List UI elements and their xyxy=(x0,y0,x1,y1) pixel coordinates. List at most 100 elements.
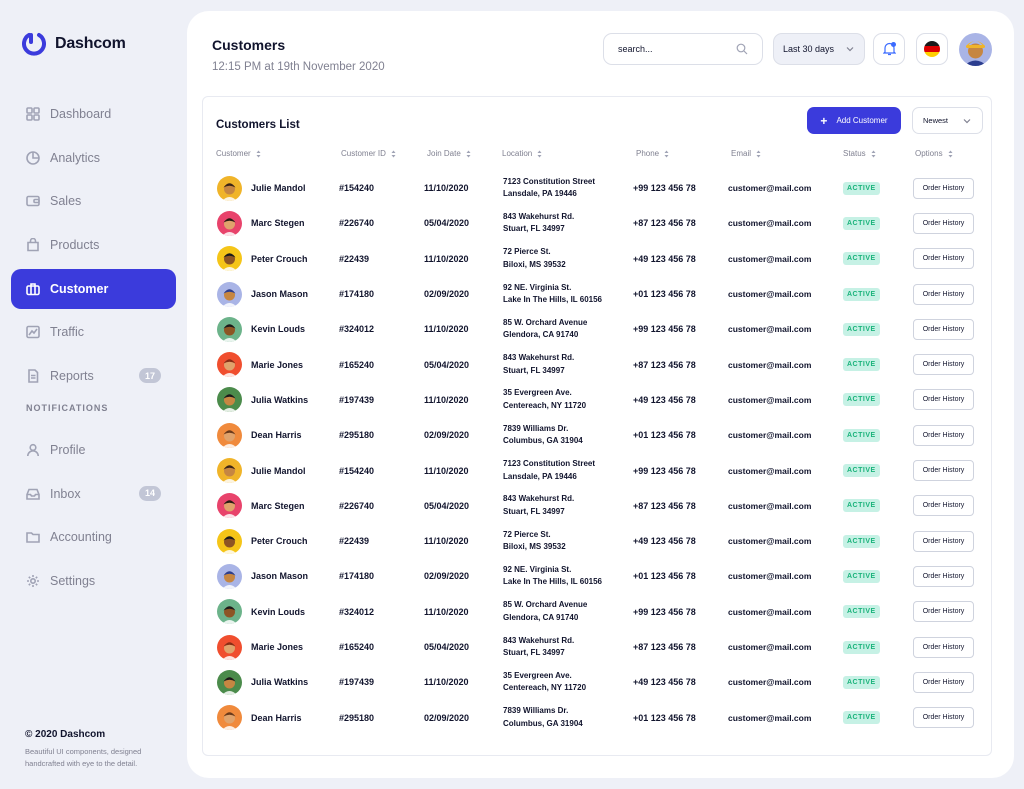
table-row[interactable]: Julie Mandol #154240 11/10/2020 7123 Consti… xyxy=(203,453,993,488)
col-customer-id[interactable]: Customer ID xyxy=(341,149,396,158)
customer-id: #154240 xyxy=(339,465,375,476)
search-box[interactable] xyxy=(603,33,763,65)
location-street: 843 Wakehurst Rd. xyxy=(503,494,575,504)
table-row[interactable]: Peter Crouch #22439 11/10/2020 72 Pierce St… xyxy=(203,523,993,558)
customer-avatar xyxy=(217,634,242,660)
table-row[interactable]: Dean Harris #295180 02/09/2020 7839 William… xyxy=(203,700,993,735)
customer-name: Julie Mandol xyxy=(251,183,306,194)
col-customer[interactable]: Customer xyxy=(216,149,261,158)
sidebar-item-analytics[interactable]: Analytics xyxy=(11,138,176,178)
sidebar-item-accounting[interactable]: Accounting xyxy=(11,517,176,557)
order-history-button[interactable]: Order History xyxy=(913,460,974,482)
user-avatar[interactable] xyxy=(959,33,992,66)
table-row[interactable]: Marc Stegen #226740 05/04/2020 843 Wakehurs… xyxy=(203,206,993,241)
customer-id: #165240 xyxy=(339,642,375,652)
order-history-button[interactable]: Order History xyxy=(913,248,974,270)
phone: +49 123 456 78 xyxy=(633,394,696,405)
col-phone[interactable]: Phone xyxy=(636,149,669,158)
sidebar-item-sales[interactable]: Sales xyxy=(11,181,176,221)
customer-avatar-cell xyxy=(217,276,242,311)
table-row[interactable]: Julia Watkins #197439 11/10/2020 35 Evergre… xyxy=(203,665,993,700)
table-row[interactable]: Peter Crouch #22439 11/10/2020 72 Pierce St… xyxy=(203,241,993,276)
customer-id: #22439 xyxy=(339,253,370,264)
customer-avatar-cell xyxy=(217,453,242,488)
options-cell: Order History xyxy=(913,629,974,664)
location: 85 W. Orchard Avenue Glendora, CA 91740 xyxy=(503,594,587,629)
col-join-date[interactable]: Join Date xyxy=(427,149,471,158)
customer-avatar xyxy=(217,175,242,201)
customer-avatar xyxy=(217,669,242,695)
sidebar-item-customer[interactable]: Customer xyxy=(11,268,176,309)
status-cell: ACTIVE xyxy=(843,453,880,488)
status-badge: ACTIVE xyxy=(843,464,880,478)
status-cell: ACTIVE xyxy=(843,382,880,417)
table-row[interactable]: Marie Jones #165240 05/04/2020 843 Wakehurs… xyxy=(203,629,993,664)
order-history-button[interactable]: Order History xyxy=(913,636,974,658)
location-street: 7123 Constitution Street xyxy=(503,176,596,186)
order-history-button[interactable]: Order History xyxy=(913,530,974,552)
sidebar-item-dashboard[interactable]: Dashboard xyxy=(11,94,176,134)
search-input[interactable] xyxy=(618,44,728,54)
table-row[interactable]: Julie Mandol #154240 11/10/2020 7123 Consti… xyxy=(203,171,993,206)
phone: +01 123 456 78 xyxy=(633,712,696,723)
order-history-button[interactable]: Order History xyxy=(913,212,974,234)
table-row[interactable]: Marie Jones #165240 05/04/2020 843 Wakehurs… xyxy=(203,347,993,382)
order-history-button[interactable]: Order History xyxy=(913,565,974,587)
order-history-button[interactable]: Order History xyxy=(913,424,974,446)
order-history-button[interactable]: Order History xyxy=(913,389,974,411)
traffic-icon xyxy=(26,325,40,339)
table-row[interactable]: Jason Mason #174180 02/09/2020 92 NE. Virgi… xyxy=(203,276,993,311)
search-icon[interactable] xyxy=(736,43,748,55)
sidebar-item-profile[interactable]: Profile xyxy=(11,430,176,470)
order-history-button[interactable]: Order History xyxy=(913,601,974,623)
location-city: Centereach, NY 11720 xyxy=(503,400,587,410)
customer-id: #295180 xyxy=(339,712,375,723)
order-history-button[interactable]: Order History xyxy=(913,671,974,693)
location-city: Lake In The Hills, IL 60156 xyxy=(503,577,603,587)
options-cell: Order History xyxy=(913,171,974,206)
table-row[interactable]: Jason Mason #174180 02/09/2020 92 NE. Virgi… xyxy=(203,559,993,594)
location-street: 35 Evergreen Ave. xyxy=(503,670,572,680)
col-email[interactable]: Email xyxy=(731,149,761,158)
location: 7839 Williams Dr. Columbus, GA 31904 xyxy=(503,418,583,453)
brand[interactable]: Dashcom xyxy=(22,32,126,56)
sidebar-item-traffic[interactable]: Traffic xyxy=(11,312,176,352)
table-row[interactable]: Julia Watkins #197439 11/10/2020 35 Evergre… xyxy=(203,382,993,417)
phone: +99 123 456 78 xyxy=(633,465,696,476)
sidebar-item-label: Inbox xyxy=(50,486,81,501)
card-title: Customers List xyxy=(216,119,300,131)
col-options[interactable]: Options xyxy=(915,149,953,158)
sort-select[interactable]: Newest xyxy=(912,107,983,134)
gear-icon xyxy=(26,574,40,588)
order-history-button[interactable]: Order History xyxy=(913,495,974,517)
status-cell: ACTIVE xyxy=(843,241,880,276)
order-history-button[interactable]: Order History xyxy=(913,283,974,305)
inbox-count-badge: 14 xyxy=(139,485,161,501)
table-row[interactable]: Dean Harris #295180 02/09/2020 7839 William… xyxy=(203,418,993,453)
col-location[interactable]: Location xyxy=(502,149,542,158)
sidebar-item-inbox[interactable]: Inbox 14 xyxy=(11,474,176,514)
join-date: 05/04/2020 xyxy=(424,500,470,511)
table-row[interactable]: Kevin Louds #324012 11/10/2020 85 W. Orchar… xyxy=(203,312,993,347)
customer-id: #165240 xyxy=(339,359,375,370)
order-history-button[interactable]: Order History xyxy=(913,177,974,199)
customer-avatar-cell xyxy=(217,347,242,382)
sidebar-item-products[interactable]: Products xyxy=(11,225,176,265)
sidebar-item-settings[interactable]: Settings xyxy=(11,561,176,601)
table-row[interactable]: Marc Stegen #226740 05/04/2020 843 Wakehurs… xyxy=(203,488,993,523)
customer-avatar-cell xyxy=(217,594,242,629)
add-customer-button[interactable]: + Add Customer xyxy=(807,107,901,134)
order-history-button[interactable]: Order History xyxy=(913,354,974,376)
sidebar-item-reports[interactable]: Reports 17 xyxy=(11,356,176,396)
phone: +87 123 456 78 xyxy=(633,359,696,370)
notifications-button[interactable] xyxy=(873,33,905,65)
status-badge: ACTIVE xyxy=(843,216,880,230)
col-status[interactable]: Status xyxy=(843,149,876,158)
table-row[interactable]: Kevin Louds #324012 11/10/2020 85 W. Orchar… xyxy=(203,594,993,629)
language-button[interactable] xyxy=(916,33,948,65)
order-history-button[interactable]: Order History xyxy=(913,318,974,340)
inbox-icon xyxy=(26,487,40,501)
date-range-select[interactable]: Last 30 days xyxy=(773,33,865,65)
location-city: Stuart, FL 34997 xyxy=(503,224,565,234)
order-history-button[interactable]: Order History xyxy=(913,707,974,729)
